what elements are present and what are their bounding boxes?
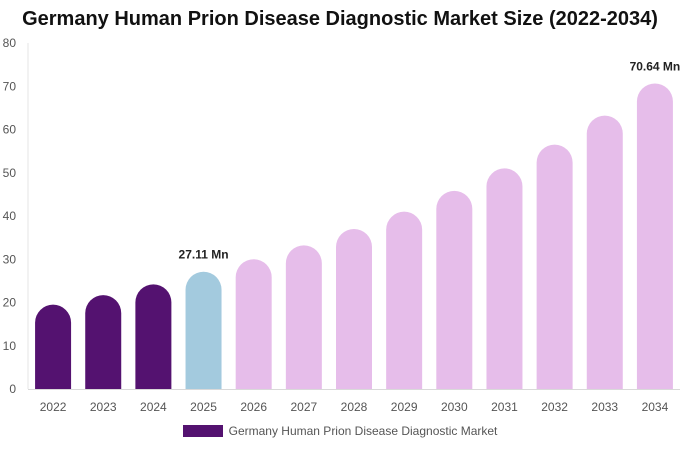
legend-label: Germany Human Prion Disease Diagnostic M… bbox=[228, 424, 498, 438]
bar-2026 bbox=[235, 259, 272, 389]
y-tick-label: 0 bbox=[9, 382, 16, 396]
y-tick-label: 20 bbox=[3, 296, 17, 310]
bar-2032 bbox=[536, 144, 573, 389]
x-tick-label: 2022 bbox=[40, 400, 67, 414]
bar-2024 bbox=[135, 284, 172, 389]
bars bbox=[35, 83, 673, 390]
bar-2034 bbox=[636, 83, 673, 390]
x-tick-label: 2027 bbox=[290, 400, 317, 414]
y-tick-label: 80 bbox=[3, 36, 17, 50]
bar-2029 bbox=[386, 211, 423, 389]
x-tick-label: 2026 bbox=[240, 400, 267, 414]
x-tick-label: 2028 bbox=[341, 400, 368, 414]
data-label-2025: 27.11 Mn bbox=[179, 248, 229, 262]
y-tick-label: 10 bbox=[3, 339, 17, 353]
x-tick-label: 2033 bbox=[591, 400, 618, 414]
bar-2023 bbox=[85, 295, 122, 389]
y-tick-label: 30 bbox=[3, 252, 17, 266]
legend: Germany Human Prion Disease Diagnostic M… bbox=[0, 424, 680, 438]
x-tick-label: 2024 bbox=[140, 400, 167, 414]
y-axis: 0 10 20 30 40 50 60 70 80 bbox=[3, 36, 29, 396]
y-tick-label: 40 bbox=[3, 209, 17, 223]
y-tick-label: 60 bbox=[3, 123, 17, 137]
x-tick-label: 2029 bbox=[391, 400, 418, 414]
x-axis: 2022 2023 2024 2025 2026 2027 2028 2029 2030 2031… bbox=[28, 389, 680, 414]
y-tick-label: 70 bbox=[3, 79, 17, 93]
y-tick-label: 50 bbox=[3, 166, 17, 180]
chart-title: Germany Human Prion Disease Diagnostic M… bbox=[22, 8, 658, 30]
x-tick-label: 2030 bbox=[441, 400, 468, 414]
bar-2027 bbox=[285, 245, 322, 389]
x-tick-label: 2032 bbox=[541, 400, 568, 414]
bar-2025 bbox=[185, 271, 222, 389]
x-tick-label: 2034 bbox=[642, 400, 669, 414]
x-tick-label: 2023 bbox=[90, 400, 117, 414]
bar-2031 bbox=[486, 168, 523, 389]
bar-2033 bbox=[586, 115, 623, 389]
legend-swatch bbox=[182, 425, 223, 437]
x-tick-label: 2025 bbox=[190, 400, 217, 414]
bar-2030 bbox=[436, 190, 473, 389]
bar-2022 bbox=[35, 304, 72, 389]
bar-2028 bbox=[336, 228, 372, 389]
data-label-2034: 70.64 Mn bbox=[630, 59, 680, 73]
x-tick-label: 2031 bbox=[491, 400, 518, 414]
data-labels: 27.11 Mn 70.64 Mn bbox=[179, 59, 680, 261]
